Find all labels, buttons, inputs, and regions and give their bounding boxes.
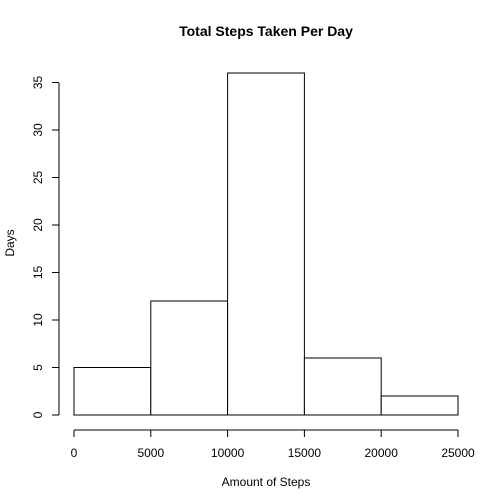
y-tick-label: 30 [31, 123, 45, 137]
x-axis-label: Amount of Steps [222, 475, 311, 489]
bars-group [73, 72, 459, 416]
y-axis-label: Days [3, 229, 17, 256]
chart-title: Total Steps Taken Per Day [179, 23, 353, 39]
x-tick-label: 0 [71, 446, 78, 460]
y-tick-label: 0 [31, 411, 45, 418]
histogram-bar [227, 72, 305, 416]
histogram-bar [380, 395, 459, 416]
y-tick-label: 35 [31, 76, 45, 90]
x-tick-label: 20000 [365, 446, 399, 460]
histogram-bar [303, 357, 382, 416]
x-tick-label: 5000 [137, 446, 164, 460]
x-axis: 0 5000 10000 15000 20000 25000 [71, 429, 475, 460]
x-tick-label: 25000 [441, 446, 475, 460]
y-axis: 0 5 10 15 20 25 30 35 [31, 76, 60, 418]
y-tick-label: 20 [31, 218, 45, 232]
x-tick-label: 10000 [211, 446, 245, 460]
y-tick-label: 25 [31, 171, 45, 185]
x-tick-label: 15000 [288, 446, 322, 460]
y-tick-label: 15 [31, 266, 45, 280]
y-tick-label: 10 [31, 313, 45, 327]
y-tick-label: 5 [31, 364, 45, 371]
histogram-bar [73, 367, 152, 416]
histogram-bar [150, 300, 229, 416]
